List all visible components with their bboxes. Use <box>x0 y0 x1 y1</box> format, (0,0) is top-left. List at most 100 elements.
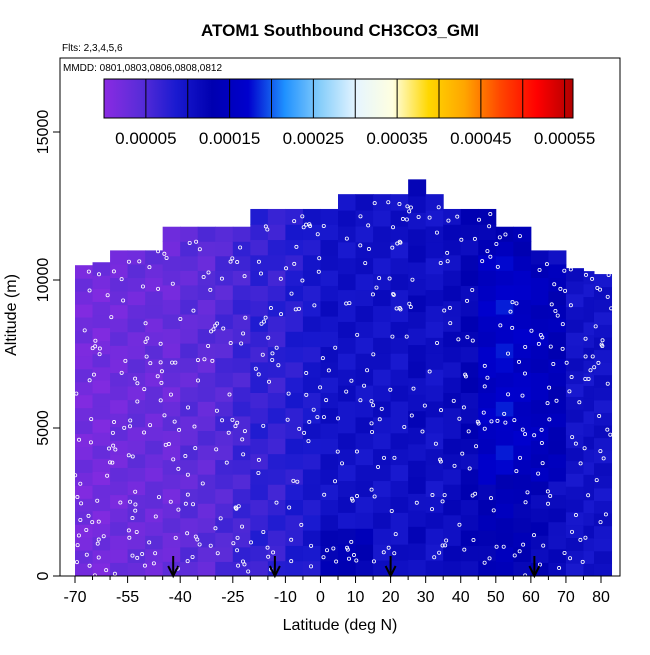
sample-point <box>465 335 470 340</box>
sample-point <box>455 214 460 219</box>
heatmap-cell <box>232 328 251 344</box>
sample-point <box>300 278 305 283</box>
sample-point <box>570 529 575 534</box>
sample-point <box>523 432 528 437</box>
sample-point <box>97 346 102 351</box>
sample-point <box>304 392 309 397</box>
sample-point <box>162 413 167 418</box>
sample-point <box>158 360 163 365</box>
heatmap-cell <box>565 473 584 487</box>
colorbar-tick-label: 0.00005 <box>115 129 176 148</box>
heatmap-cell <box>390 560 409 576</box>
sample-point <box>358 398 363 403</box>
heatmap-cell <box>583 525 595 539</box>
heatmap-cell <box>197 401 216 417</box>
heatmap-cell <box>443 514 462 531</box>
sample-point <box>90 346 95 351</box>
colorbar-tick-label: 0.00025 <box>283 129 344 148</box>
sample-point <box>430 493 435 498</box>
heatmap-cell <box>110 426 129 441</box>
sample-point <box>176 466 181 471</box>
heatmap-cell <box>197 255 216 271</box>
heatmap-cell <box>355 448 374 466</box>
sample-point <box>590 276 595 281</box>
sample-point <box>287 505 292 510</box>
heatmap-cell <box>180 415 199 431</box>
heatmap-cell <box>425 210 444 227</box>
heatmap-cell <box>548 481 567 496</box>
sample-point <box>86 269 91 274</box>
sample-point <box>495 264 500 269</box>
sample-point <box>369 399 374 404</box>
heatmap-cell <box>92 301 111 316</box>
sample-point <box>578 461 583 466</box>
heatmap-cell <box>478 545 497 562</box>
sample-point <box>568 303 573 308</box>
heatmap-cell <box>478 560 497 576</box>
heatmap-cell <box>215 532 234 548</box>
sample-point <box>111 443 116 448</box>
sample-point <box>586 493 591 498</box>
heatmap-cell <box>355 544 374 561</box>
sample-point <box>344 389 349 394</box>
heatmap-cell <box>145 386 164 401</box>
sample-point <box>467 466 472 471</box>
sample-point <box>442 308 447 313</box>
x-tick-label: 30 <box>417 589 435 606</box>
sample-point <box>185 531 190 536</box>
sample-point <box>346 556 351 561</box>
sample-point <box>151 561 156 566</box>
sample-point <box>158 398 163 403</box>
sample-point <box>482 560 487 565</box>
x-tick-label: -70 <box>63 589 86 606</box>
heatmap-cell <box>373 194 392 211</box>
heatmap-cell <box>127 358 146 373</box>
sample-point <box>485 375 490 380</box>
heatmap-cell <box>593 513 613 527</box>
sample-point <box>185 492 190 497</box>
heatmap-cell <box>215 386 234 402</box>
sample-point <box>603 512 608 517</box>
heatmap-cell <box>548 386 567 401</box>
sample-point <box>324 398 329 403</box>
heatmap-cell <box>285 484 304 501</box>
sample-point <box>494 241 499 246</box>
heatmap-cell <box>232 241 251 257</box>
heatmap-cell <box>215 255 234 271</box>
heatmap-cell <box>593 437 613 451</box>
heatmap-cell <box>92 314 111 329</box>
sample-point <box>523 573 528 576</box>
heatmap-cell <box>180 255 199 271</box>
sample-point <box>514 301 519 306</box>
heatmap-cell <box>338 289 357 307</box>
sample-point <box>200 481 205 486</box>
sample-point <box>560 346 565 351</box>
heatmap-cell <box>162 372 181 388</box>
sample-point <box>600 344 605 349</box>
heatmap-cell <box>425 305 444 322</box>
heatmap-cell <box>180 430 199 446</box>
heatmap-cell <box>232 270 251 286</box>
sample-point <box>133 502 138 507</box>
heatmap-cell <box>127 426 146 441</box>
heatmap-cell <box>495 415 514 431</box>
heatmap-cell <box>180 328 199 344</box>
heatmap-field <box>75 179 613 576</box>
sample-point <box>84 552 89 557</box>
heatmap-cell <box>267 438 286 455</box>
heatmap-cell <box>338 225 357 243</box>
sample-point <box>569 375 574 380</box>
sample-point <box>235 260 240 265</box>
sample-point <box>172 419 177 424</box>
heatmap-cell <box>145 440 164 455</box>
heatmap-cell <box>425 416 444 434</box>
heatmap-cell <box>92 549 111 564</box>
heatmap-cell <box>110 453 129 468</box>
heatmap-cell <box>460 468 479 485</box>
heatmap-cell <box>530 440 549 455</box>
heatmap-cell <box>320 499 339 516</box>
sample-point <box>285 417 290 422</box>
heatmap-cell <box>197 546 216 562</box>
sample-point <box>321 223 326 228</box>
heatmap-cell <box>548 413 567 428</box>
